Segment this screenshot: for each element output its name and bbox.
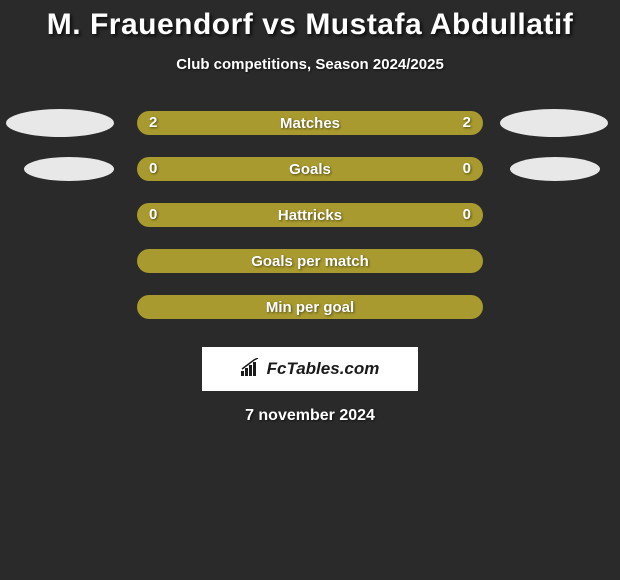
right-ellipse [510,157,600,181]
comparison-infographic: M. Frauendorf vs Mustafa Abdullatif Club… [0,0,620,425]
stat-right-value: 0 [463,160,471,177]
stat-row-hattricks: 0 Hattricks 0 [0,201,620,247]
stat-bar: 0 Goals 0 [137,157,483,181]
stat-row-matches: 2 Matches 2 [0,109,620,155]
stat-right-value: 2 [463,114,471,131]
logo-text: FcTables.com [267,359,380,379]
stat-label: Min per goal [266,299,354,316]
page-title: M. Frauendorf vs Mustafa Abdullatif [0,8,620,42]
stat-rows: 2 Matches 2 0 Goals 0 0 Hattricks 0 [0,109,620,339]
subtitle: Club competitions, Season 2024/2025 [0,56,620,73]
left-ellipse [6,109,114,137]
stat-bar: Goals per match [137,249,483,273]
stat-row-min-per-goal: Min per goal [0,293,620,339]
right-ellipse [500,109,608,137]
stat-label: Goals per match [251,253,369,270]
left-ellipse [24,157,114,181]
stat-bar: 0 Hattricks 0 [137,203,483,227]
bars-icon [241,358,263,381]
stat-left-value: 2 [149,114,157,131]
stat-left-value: 0 [149,206,157,223]
logo: FcTables.com [241,358,380,381]
stat-bar: Min per goal [137,295,483,319]
date-label: 7 november 2024 [0,407,620,425]
stat-right-value: 0 [463,206,471,223]
logo-box: FcTables.com [202,347,418,391]
stat-row-goals: 0 Goals 0 [0,155,620,201]
stat-label: Matches [280,115,340,132]
stat-label: Goals [289,161,331,178]
stat-left-value: 0 [149,160,157,177]
stat-row-goals-per-match: Goals per match [0,247,620,293]
stat-bar: 2 Matches 2 [137,111,483,135]
stat-label: Hattricks [278,207,342,224]
